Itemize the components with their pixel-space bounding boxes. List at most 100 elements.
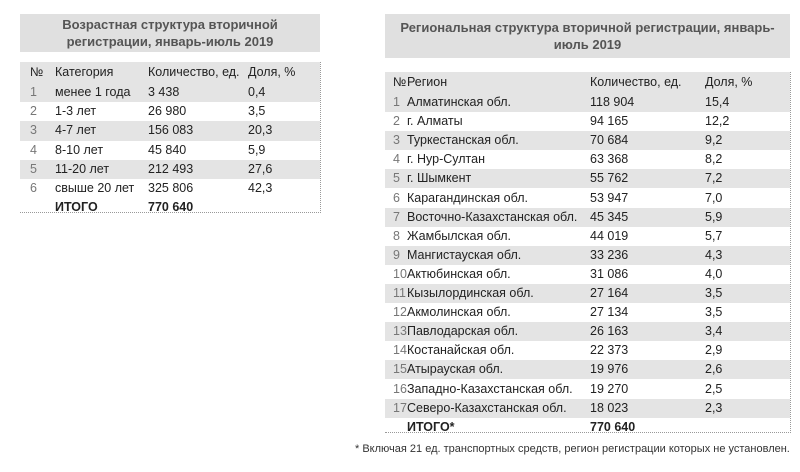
cell: Восточно-Казахстанская обл. (407, 209, 578, 224)
cell: 15,4 (705, 95, 730, 109)
cell: 118 904 (590, 95, 635, 109)
cell: ИТОГО* (407, 419, 455, 434)
cell: 12 (393, 305, 407, 320)
cell: Акмолинская обл. (407, 305, 511, 320)
cell: 8-10 лет (55, 142, 104, 157)
cell: г. Алматы (407, 114, 463, 129)
cell: 5,9 (705, 209, 723, 224)
cell: 0,4 (248, 85, 266, 99)
table-row: 5 г. Шымкент 55 762 7,2 (385, 169, 790, 189)
header-row: № Регион Количество, ед. Доля, % (385, 72, 790, 93)
table-row: 2 г. Алматы 94 165 12,2 (385, 112, 790, 131)
table-row: 4 г. Нур-Султан 63 368 8,2 (385, 150, 790, 169)
cell: Категория (55, 65, 114, 79)
cell: Регион (407, 75, 448, 89)
cell: Доля, % (705, 75, 753, 89)
cell: 5,9 (248, 142, 266, 157)
cell: Карагандинская обл. (407, 190, 528, 205)
cell: Доля, % (248, 65, 296, 79)
cell: 4-7 лет (55, 123, 97, 138)
cell: 26 163 (590, 324, 629, 339)
table-row: 14 Костанайская обл. 22 373 2,9 (385, 341, 790, 360)
cell: № (393, 75, 407, 89)
cell: 4 (393, 152, 400, 167)
cell: 3,4 (705, 324, 723, 339)
table-row: 9 Мангистауская обл. 33 236 4,3 (385, 245, 790, 265)
cell: 11-20 лет (55, 161, 110, 176)
cell: 27 134 (590, 305, 629, 320)
cell: 325 806 (148, 181, 194, 195)
cell: 3 (30, 123, 37, 138)
cell: Жамбылская обл. (407, 228, 512, 243)
cell: 3 438 (148, 85, 180, 99)
cell: 1 (393, 95, 400, 109)
table-row: 7 Восточно-Казахстанская обл. 45 345 5,9 (385, 207, 790, 227)
cell: 45 840 (148, 142, 187, 157)
cell: Алматинская обл. (407, 95, 512, 109)
cell: 44 019 (590, 228, 629, 243)
table-row: 16 Западно-Казахстанская обл. 19 270 2,5 (385, 380, 790, 399)
table-row: 8 Жамбылская обл. 44 019 5,7 (385, 227, 790, 246)
cell: 19 270 (590, 381, 629, 396)
cell: 2,6 (705, 362, 723, 377)
cell: 10 (393, 266, 407, 281)
cell: 156 083 (148, 123, 194, 138)
cell: Северо-Казахстанская обл. (407, 400, 567, 415)
cell: 8,2 (705, 152, 723, 167)
left-table: № Категория Количество, ед. Доля, % 1 менее 1… (20, 62, 321, 214)
right-table: № Регион Количество, ед. Доля, % 1 Алматинска… (385, 72, 791, 434)
cell: 6 (30, 181, 37, 195)
cell: 27,6 (248, 161, 273, 176)
cell: 5,7 (705, 228, 723, 243)
cell: 33 236 (590, 247, 629, 262)
cell: 2,3 (705, 400, 723, 415)
cell: ИТОГО (55, 200, 98, 215)
cell: 55 762 (590, 171, 629, 186)
cell: 770 640 (590, 419, 636, 434)
cell: 5 (30, 161, 37, 176)
table-row: 6 свыше 20 лет 325 806 42,3 (20, 179, 320, 198)
cell: 2 (30, 104, 37, 119)
table-row: 11 Кызылординская обл. 27 164 3,5 (385, 284, 790, 304)
cell: Кызылординская обл. (407, 286, 534, 300)
cell: 26 980 (148, 104, 187, 119)
cell: 7 (393, 209, 400, 224)
cell: 11 (393, 286, 406, 300)
cell: 45 345 (590, 209, 629, 224)
table-row: 17 Северо-Казахстанская обл. 18 023 2,3 (385, 398, 790, 418)
cell: 13 (393, 324, 407, 339)
cell: 770 640 (148, 200, 194, 215)
table-row: 5 11-20 лет 212 493 27,6 (20, 159, 320, 179)
table-row: 6 Карагандинская обл. 53 947 7,0 (385, 189, 790, 208)
total-row: ИТОГО* 770 640 (385, 418, 790, 437)
cell: Павлодарская обл. (407, 324, 519, 339)
table-row: 13 Павлодарская обл. 26 163 3,4 (385, 322, 790, 342)
cell: 8 (393, 228, 400, 243)
footnote: * Включая 21 ед. транспортных средств, р… (355, 443, 790, 455)
cell: 17 (393, 400, 407, 415)
table-row: 3 4-7 лет 156 083 20,3 (20, 121, 320, 141)
cell: 94 165 (590, 114, 629, 129)
cell: 1 (30, 85, 37, 99)
total-row: ИТОГО 770 640 (20, 198, 320, 217)
cell: 4,0 (705, 266, 723, 281)
cell: 3,5 (705, 305, 723, 320)
cell: № (30, 65, 44, 79)
cell: 18 023 (590, 400, 629, 415)
table-row: 15 Атырауская обл. 19 976 2,6 (385, 360, 790, 380)
cell: Количество, ед. (590, 75, 682, 89)
table-row: 3 Туркестанская обл. 70 684 9,2 (385, 131, 790, 151)
cell: г. Шымкент (407, 171, 472, 186)
cell: 212 493 (148, 161, 194, 176)
cell: 15 (393, 362, 407, 377)
table-row: 2 1-3 лет 26 980 3,5 (20, 102, 320, 121)
cell: г. Нур-Султан (407, 152, 485, 167)
cell: 27 164 (590, 286, 629, 300)
cell: Западно-Казахстанская обл. (407, 381, 573, 396)
cell: 70 684 (590, 133, 629, 148)
cell: 63 368 (590, 152, 629, 167)
cell: 3,5 (248, 104, 266, 119)
cell: Атырауская обл. (407, 362, 504, 377)
cell: 4,3 (705, 247, 723, 262)
